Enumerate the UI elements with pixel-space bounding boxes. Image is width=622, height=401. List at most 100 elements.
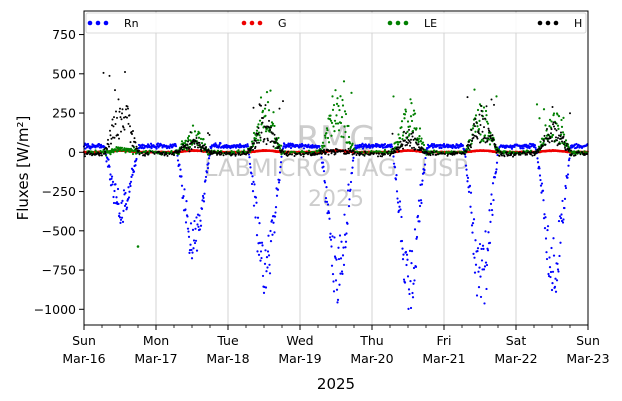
h-point [405,132,407,135]
h-point [145,152,147,155]
le-point [105,149,109,152]
rn-point [476,249,479,253]
h-point [169,152,171,155]
rn-point [150,147,153,150]
rn-point [176,159,180,162]
rn-point [558,254,561,258]
h-point [128,114,131,117]
rn-point [111,180,115,184]
le-point [328,117,332,121]
le-point [279,144,283,147]
h-point [98,154,101,157]
rn-point [490,193,493,196]
le-point [551,133,555,137]
rn-point [407,288,411,291]
h-point [197,146,199,149]
rn-point [96,145,100,148]
rn-point [217,145,221,148]
h-point [515,152,517,155]
le-point [274,147,277,150]
h-point [492,138,495,141]
rn-point [390,145,394,148]
h-point [203,144,205,147]
rn-point [534,146,537,149]
rn-point [195,249,199,252]
rn-point [192,247,195,250]
h-point [581,151,583,154]
rn-point [415,237,418,240]
rn-point [107,158,110,161]
h-point [118,110,121,113]
rn-point [278,171,282,174]
h-point [453,150,455,153]
rn-point [472,218,476,221]
rn-point [132,170,136,173]
rn-point [89,147,92,150]
h-point [491,134,494,137]
le-point [557,127,560,130]
h-point [333,150,335,153]
h-point [131,132,133,135]
h-point [574,154,577,157]
h-point [257,126,260,129]
rn-point [563,206,566,210]
le-point [258,134,261,137]
le-point [257,123,260,126]
le-point [361,151,364,154]
h-point [249,149,252,151]
rn-point [557,219,561,223]
le-point [327,141,331,144]
le-point [561,142,564,145]
h-point [406,136,409,139]
h-point [354,151,356,154]
rn-point [481,244,485,247]
h-point [112,125,115,128]
h-point [552,121,555,124]
rn-point [417,199,421,202]
rn-point [330,245,333,248]
le-point [400,126,403,129]
rn-point [478,242,482,246]
rn-point [327,210,330,213]
le-point [561,131,565,134]
h-point [490,98,493,101]
rn-point [124,202,128,206]
h-point [531,154,534,157]
rn-point [415,235,419,239]
rn-point [354,144,357,147]
rn-point [564,184,567,188]
rn-point [334,279,338,282]
le-point [202,137,205,141]
h-point [533,151,535,154]
rn-point [252,180,255,183]
x-tick-date: Mar-22 [494,351,537,366]
h-point [441,152,443,155]
h-point [478,113,481,116]
rn-point [115,201,119,204]
h-point [146,151,149,154]
rn-point [405,253,409,256]
h-point [568,147,571,150]
rn-point [348,198,351,201]
rn-point [402,278,406,281]
le-point [265,91,269,94]
le-point [392,95,395,98]
le-point [348,142,352,145]
h-point [410,132,413,135]
le-point [339,121,343,125]
h-point [373,152,375,155]
le-point [272,111,275,114]
x-tick-day: Sat [506,333,527,348]
h-point [119,116,122,119]
le-point [397,133,400,136]
le-point [329,114,332,117]
le-point [432,149,436,152]
rn-point [482,247,485,250]
h-point [129,125,131,128]
rn-point [400,239,404,243]
h-point [480,104,482,107]
h-point [188,147,190,150]
le-point [545,129,548,132]
rn-point [253,183,256,186]
le-point [539,140,542,143]
